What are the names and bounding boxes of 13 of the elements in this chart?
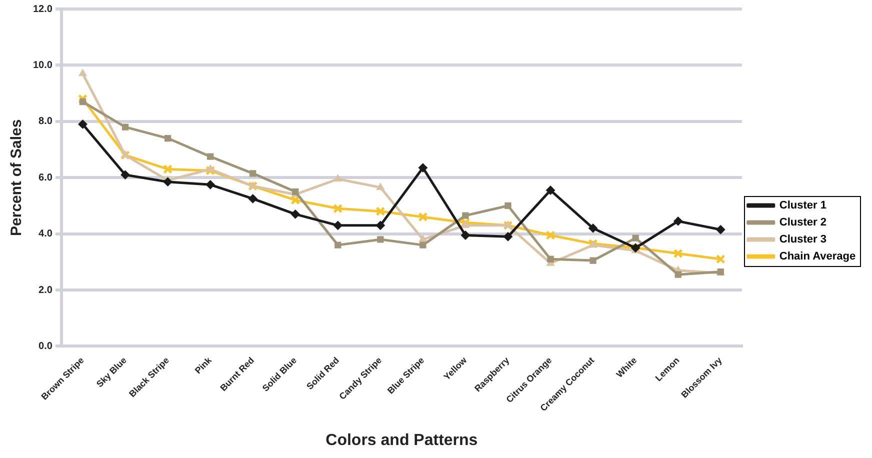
y-tick-label: 10.0 [32, 60, 53, 71]
y-tick-label: 6.0 [38, 172, 53, 184]
legend-label: Cluster 3 [779, 234, 826, 246]
y-tick-label: 12.0 [32, 4, 53, 15]
y-tick-label: 4.0 [38, 228, 53, 240]
y-tick-label: 2.0 [38, 284, 53, 296]
y-tick-label: 8.0 [38, 116, 53, 128]
legend-label: Cluster 2 [779, 216, 826, 229]
x-axis-title: Colors and Patterns [326, 432, 478, 449]
y-axis-title: Percent of Sales [8, 119, 26, 236]
legend-label: Cluster 1 [779, 200, 826, 212]
legend-label: Chain Average [779, 250, 856, 263]
y-tick-label: 0.0 [38, 340, 53, 352]
